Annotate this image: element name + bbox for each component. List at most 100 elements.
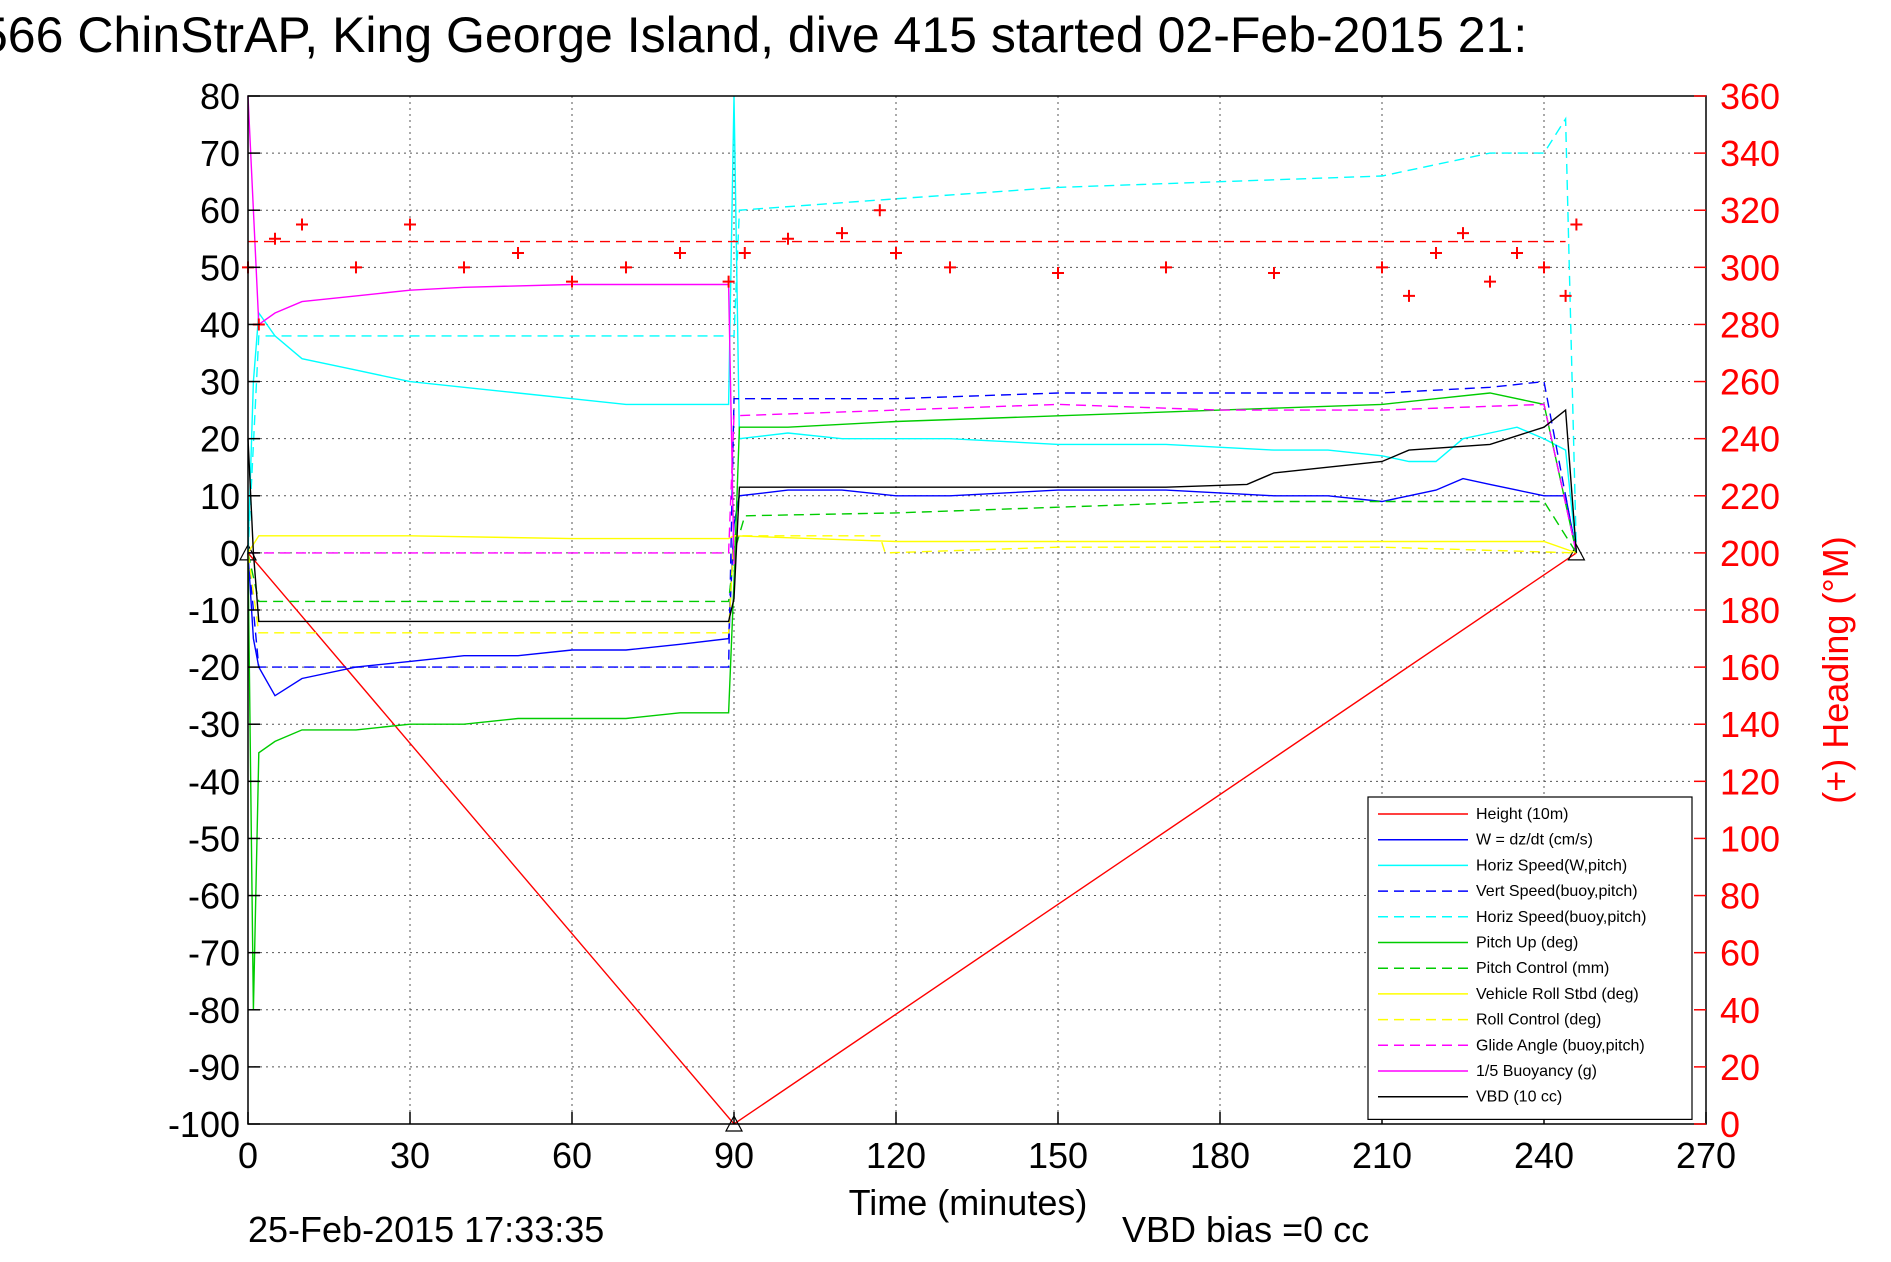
plus-marker bbox=[350, 261, 362, 274]
y-tick-label: -100 bbox=[168, 1104, 240, 1145]
plus-marker bbox=[1052, 267, 1064, 280]
plus-marker bbox=[620, 261, 632, 274]
series-9 bbox=[248, 403, 1578, 554]
plus-marker bbox=[1511, 247, 1523, 260]
y-tick-label: 0 bbox=[220, 533, 240, 574]
series-line bbox=[247, 116, 1578, 553]
y-tick-label: -30 bbox=[188, 704, 240, 745]
y-tick-label: -20 bbox=[188, 647, 240, 688]
plus-marker bbox=[269, 232, 281, 245]
y-tick-label: 40 bbox=[200, 304, 240, 345]
x-tick-label: 90 bbox=[714, 1135, 754, 1176]
plus-marker bbox=[722, 275, 735, 288]
x-tick-label: 270 bbox=[1676, 1135, 1736, 1176]
series-3 bbox=[247, 380, 1578, 668]
series-line bbox=[247, 477, 1578, 697]
series-line bbox=[247, 535, 1577, 634]
series-8 bbox=[247, 535, 1577, 634]
y-right-tick-label: 280 bbox=[1720, 304, 1780, 345]
legend-label: VBD (10 cc) bbox=[1476, 1089, 1562, 1106]
y-right-tick-label: 180 bbox=[1720, 590, 1780, 631]
legend-label: Pitch Control (mm) bbox=[1476, 960, 1609, 977]
y-tick-label: 30 bbox=[200, 362, 240, 403]
plus-marker bbox=[890, 247, 902, 260]
triangle-marker bbox=[1567, 543, 1586, 561]
plus-marker bbox=[566, 275, 578, 288]
series-7 bbox=[247, 535, 1577, 554]
y-right-tick-label: 120 bbox=[1720, 761, 1780, 802]
plus-marker bbox=[296, 218, 308, 231]
y-tick-label: 60 bbox=[200, 190, 240, 231]
y-right-tick-label: 100 bbox=[1720, 818, 1780, 859]
y-right-tick-label: 40 bbox=[1720, 990, 1760, 1031]
plus-marker bbox=[1160, 261, 1172, 274]
plus-marker bbox=[1538, 261, 1550, 274]
y-tick-label: 50 bbox=[200, 247, 240, 288]
tick-group: 0 30 60 90 120 150 180 210 240 270 80 70 60 50 40 30 20 1… bbox=[168, 76, 1780, 1176]
y-right-tick-label: 360 bbox=[1720, 76, 1780, 117]
plus-marker bbox=[1457, 227, 1469, 240]
y-right-tick-label: 60 bbox=[1720, 933, 1760, 974]
y-right-tick-label: 0 bbox=[1720, 1104, 1740, 1145]
plus-marker bbox=[873, 204, 886, 217]
y-right-tick-label: 200 bbox=[1720, 533, 1780, 574]
series-line bbox=[247, 95, 735, 565]
y-tick-label: 20 bbox=[200, 419, 240, 460]
series-line bbox=[247, 535, 1577, 554]
plus-marker bbox=[458, 261, 470, 274]
y-right-tick-label: 300 bbox=[1720, 247, 1780, 288]
plus-marker bbox=[1403, 289, 1415, 302]
x-tick-label: 210 bbox=[1352, 1135, 1412, 1176]
series-5 bbox=[247, 392, 1578, 1010]
y-tick-label: -70 bbox=[188, 933, 240, 974]
legend-label: Roll Control (deg) bbox=[1476, 1012, 1601, 1029]
y-tick-label: 10 bbox=[200, 476, 240, 517]
legend-box bbox=[1367, 796, 1693, 1120]
x-axis-label: Time (minutes) bbox=[849, 1182, 1088, 1223]
y-right-tick-label: 160 bbox=[1720, 647, 1780, 688]
legend-label: W = dz/dt (cm/s) bbox=[1476, 832, 1593, 849]
footer-timestamp: 25-Feb-2015 17:33:35 bbox=[248, 1209, 604, 1250]
y-axis-right-label: (+) Heading (°M) bbox=[1815, 536, 1856, 803]
plus-marker bbox=[1559, 289, 1572, 302]
plus-marker bbox=[404, 218, 416, 231]
series-12 bbox=[242, 204, 1583, 331]
chart-title: 566 ChinStrAP, King George Island, dive … bbox=[0, 7, 1527, 63]
series-4 bbox=[247, 116, 1578, 553]
x-tick-label: 180 bbox=[1190, 1135, 1250, 1176]
series-6 bbox=[247, 500, 1577, 603]
y-tick-label: 70 bbox=[200, 133, 240, 174]
legend-label: Vert Speed(buoy,pitch) bbox=[1476, 883, 1638, 900]
plus-marker bbox=[1376, 261, 1388, 274]
plus-marker bbox=[738, 247, 751, 260]
plus-marker bbox=[1484, 275, 1496, 288]
legend-label: Horiz Speed(W,pitch) bbox=[1476, 857, 1627, 874]
y-right-tick-label: 260 bbox=[1720, 362, 1780, 403]
x-tick-label: 0 bbox=[238, 1135, 258, 1176]
series-line bbox=[247, 95, 1578, 553]
y-tick-label: -40 bbox=[188, 761, 240, 802]
legend-label: Height (10m) bbox=[1476, 806, 1568, 823]
x-tick-label: 60 bbox=[552, 1135, 592, 1176]
y-right-tick-label: 140 bbox=[1720, 704, 1780, 745]
series-line bbox=[247, 408, 1578, 623]
y-right-tick-label: 220 bbox=[1720, 476, 1780, 517]
plus-marker bbox=[836, 227, 848, 240]
series-2 bbox=[247, 95, 1578, 553]
legend-label: Glide Angle (buoy,pitch) bbox=[1476, 1037, 1645, 1054]
plus-marker bbox=[512, 247, 524, 260]
legend-label: Pitch Up (deg) bbox=[1476, 935, 1578, 952]
series-line bbox=[247, 380, 1578, 668]
y-tick-label: -60 bbox=[188, 876, 240, 917]
plus-marker bbox=[1430, 247, 1442, 260]
legend-label: Vehicle Roll Stbd (deg) bbox=[1476, 986, 1639, 1003]
series-10 bbox=[247, 95, 735, 565]
legend: Height (10m) W = dz/dt (cm/s) Horiz Speed(… bbox=[1367, 796, 1693, 1120]
series-line bbox=[248, 403, 1578, 554]
legend-label: Horiz Speed(buoy,pitch) bbox=[1476, 909, 1646, 926]
y-tick-label: -50 bbox=[188, 818, 240, 859]
x-tick-label: 150 bbox=[1028, 1135, 1088, 1176]
y-right-tick-label: 320 bbox=[1720, 190, 1780, 231]
plus-marker bbox=[782, 232, 794, 245]
